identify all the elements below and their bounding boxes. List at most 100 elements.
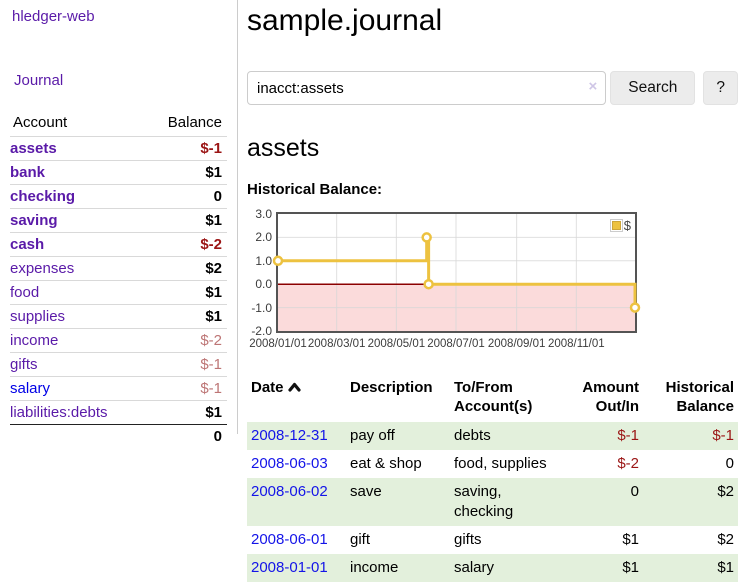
account-balance: $-1 <box>142 376 227 401</box>
help-button[interactable]: ? <box>703 71 738 105</box>
account-link-liabilities-debts[interactable]: liabilities:debts <box>10 404 108 421</box>
main-content: sample.journal × Search ? assets Histori… <box>247 0 738 582</box>
transaction-accounts: salary <box>450 554 562 582</box>
transaction-description: income <box>346 554 450 582</box>
transaction-balance: $1 <box>643 554 738 582</box>
x-tick-label: 2008/11/01 <box>547 338 605 350</box>
accounts-total-row: 0 <box>10 424 227 448</box>
account-row: assets $-1 <box>10 136 227 161</box>
app-title-link[interactable]: hledger-web <box>12 8 95 25</box>
account-balance: $1 <box>142 208 227 233</box>
account-row: cash $-2 <box>10 232 227 257</box>
clear-search-icon[interactable]: × <box>588 78 598 95</box>
account-link-income[interactable]: income <box>10 332 59 349</box>
transaction-amount: 0 <box>562 478 643 526</box>
account-link-checking[interactable]: checking <box>10 188 76 205</box>
legend-label: $ <box>623 218 631 233</box>
sort-ascending-icon <box>287 378 301 397</box>
account-row: gifts $-1 <box>10 352 227 377</box>
account-balance: $1 <box>142 304 227 329</box>
account-link-supplies[interactable]: supplies <box>10 308 66 325</box>
account-row: income $-2 <box>10 328 227 353</box>
account-link-bank[interactable]: bank <box>10 164 46 181</box>
register-row: 2008-06-03 eat & shop food, supplies $-2… <box>247 450 738 478</box>
y-tick-label: -1.0 <box>251 300 272 315</box>
page-title: sample.journal <box>247 4 443 37</box>
y-tick-label: 2.0 <box>255 230 272 245</box>
register-table: Date Description To/From Account(s) Amou… <box>247 376 738 582</box>
search-input[interactable] <box>247 71 607 105</box>
chart-plot-area[interactable]: $ <box>272 212 641 333</box>
register-header-balance: Historical Balance <box>665 379 734 415</box>
transaction-date-link[interactable]: 2008-12-31 <box>251 427 328 444</box>
account-balance: $-2 <box>142 328 227 353</box>
x-tick-label: 2008/09/01 <box>487 338 546 350</box>
transaction-balance: $-1 <box>643 422 738 450</box>
account-link-cash[interactable]: cash <box>10 236 45 253</box>
account-row: checking 0 <box>10 184 227 209</box>
transaction-accounts: gifts <box>454 531 482 548</box>
account-row: expenses $2 <box>10 256 227 281</box>
account-link-assets[interactable]: assets <box>10 140 57 157</box>
account-link-expenses[interactable]: expenses <box>10 260 75 277</box>
account-link-food[interactable]: food <box>10 284 40 301</box>
historical-balance-chart: $ 3.0 2.0 1.0 0.0 -1.0 -2.0 2008/01/01 2008/03… <box>247 207 738 355</box>
y-tick-label: 0.0 <box>255 277 272 292</box>
account-balance: 0 <box>142 184 227 209</box>
transaction-amount: $-2 <box>617 455 639 472</box>
accounts-total-value: 0 <box>142 424 227 448</box>
chart-legend: $ <box>608 218 632 233</box>
accounts-header-balance: Balance <box>167 114 222 131</box>
search-button[interactable]: Search <box>610 71 696 105</box>
transaction-accounts: saving, checking <box>450 478 562 526</box>
account-balance: $-1 <box>142 136 227 161</box>
transaction-date-link[interactable]: 2008-06-03 <box>251 455 328 472</box>
register-row: 2008-01-01 income salary $1 $1 <box>247 554 738 582</box>
transaction-date-link[interactable]: 2008-06-02 <box>251 483 328 500</box>
account-balance: $1 <box>142 400 227 425</box>
accounts-header-account: Account <box>13 114 68 131</box>
transaction-accounts: debts <box>450 422 562 450</box>
transaction-description: save <box>346 478 450 526</box>
register-row: 2008-12-31 pay off debts $-1 $-1 <box>247 422 738 450</box>
account-heading: assets <box>247 134 320 162</box>
account-link-gifts[interactable]: gifts <box>10 356 38 373</box>
account-balance: $1 <box>142 280 227 305</box>
register-header-description: Description <box>350 379 433 396</box>
account-row: saving $1 <box>10 208 227 233</box>
x-tick-label: 2008/03/01 <box>307 338 366 350</box>
x-tick-label: 2008/05/01 <box>367 338 426 350</box>
account-balance: $2 <box>142 256 227 281</box>
transaction-balance: 0 <box>725 455 734 472</box>
sidebar-divider <box>237 0 238 434</box>
sidebar-item-journal[interactable]: Journal <box>14 72 64 89</box>
account-link-saving[interactable]: saving <box>10 212 58 229</box>
register-row: 2008-06-02 save saving, checking 0 $2 <box>247 478 738 526</box>
account-row: salary $-1 <box>10 376 227 401</box>
register-header-amount: Amount Out/In <box>582 379 639 415</box>
transaction-date-link[interactable]: 2008-01-01 <box>251 559 328 576</box>
register-row: 2008-06-01 gift gifts $1 $2 <box>247 526 738 554</box>
register-header-date[interactable]: Date <box>247 376 346 422</box>
chart-title: Historical Balance: <box>247 181 383 198</box>
legend-swatch-icon <box>609 219 623 232</box>
transaction-amount: $1 <box>622 531 639 548</box>
transaction-description: gift <box>350 531 371 548</box>
account-balance: $1 <box>142 160 227 185</box>
transaction-date-link[interactable]: 2008-06-01 <box>251 531 328 548</box>
transaction-balance: $2 <box>717 531 734 548</box>
chart-canvas <box>272 214 641 331</box>
transaction-description: pay off <box>346 422 450 450</box>
sidebar: hledger-web Journal Account Balance asse… <box>10 8 227 448</box>
x-tick-label: 2008/07/01 <box>427 338 485 350</box>
accounts-table: Account Balance assets $-1 bank $1 check… <box>10 112 227 448</box>
search-form: × Search ? <box>247 71 738 105</box>
account-row: supplies $1 <box>10 304 227 329</box>
account-balance: $-1 <box>142 352 227 377</box>
transaction-balance: $2 <box>643 478 738 526</box>
account-link-salary[interactable]: salary <box>10 380 51 397</box>
y-tick-label: -2.0 <box>251 324 272 338</box>
y-tick-label: 3.0 <box>255 207 272 221</box>
transaction-description: eat & shop <box>350 455 422 472</box>
account-balance: $-2 <box>142 232 227 257</box>
